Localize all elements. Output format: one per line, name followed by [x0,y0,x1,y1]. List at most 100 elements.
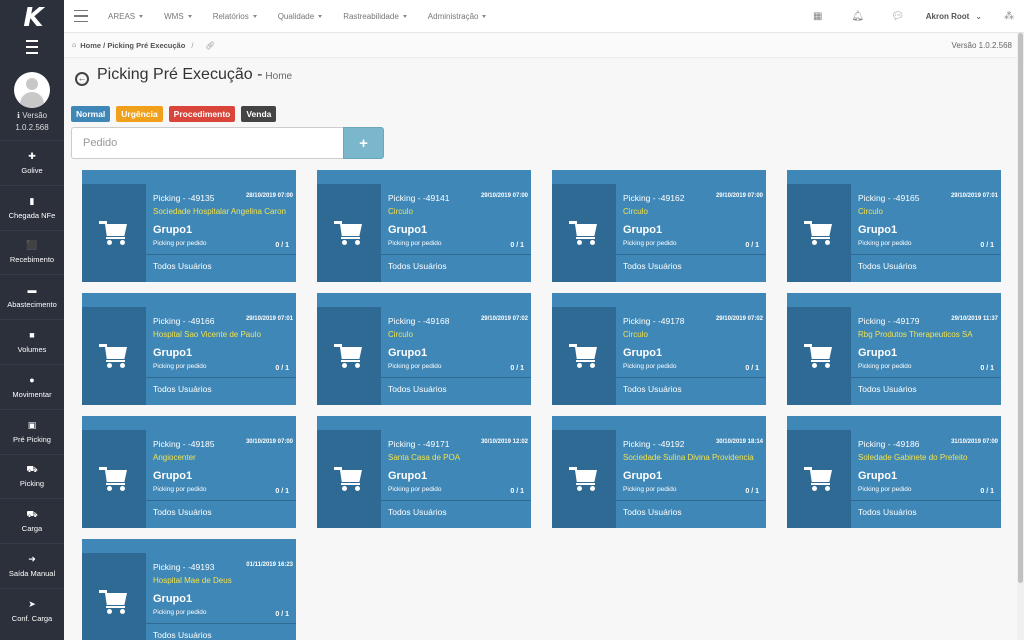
top-nav-item[interactable]: Qualidade [278,12,323,21]
card-top-strip [82,416,296,430]
card-group: Grupo1 [623,470,663,482]
top-nav-label: WMS [164,11,184,21]
sidebar-item[interactable]: ➤ Conf. Carga [0,587,64,633]
card-top-strip [787,293,1001,307]
card-icon-box [552,184,616,282]
card-date: 30/10/2019 18:14 [715,439,763,445]
sidebar-item-label: Chegada NFe [8,210,56,220]
scrollbar-thumb[interactable] [1018,33,1023,583]
card-top-strip [317,416,531,430]
chat-icon[interactable]: 💬︎ [891,11,905,22]
caret-down-icon [139,14,144,18]
order-search-input[interactable] [71,127,343,159]
sidebar-item[interactable]: ▣ Pré Picking [0,408,64,454]
sidebar-item[interactable]: ⛟ Picking [0,453,64,499]
top-nav-item[interactable]: Administração [428,12,487,21]
picking-card[interactable]: Picking - -49179 29/10/2019 11:37 Rbg Prod… [787,293,1001,405]
top-nav-item[interactable]: Relatórios [213,12,257,21]
picking-card[interactable]: Picking - -49193 01/11/2019 16:23 Hospital… [82,539,296,640]
sidebar-item[interactable]: ▮ Chegada NFe [0,184,64,230]
back-arrow-icon[interactable]: ← [75,71,89,86]
sidebar-item[interactable]: ⬛ Recebimento [0,229,64,275]
card-date: 31/10/2019 07:00 [950,439,998,445]
card-date: 28/10/2019 07:00 [245,193,293,199]
link-icon[interactable]: 🔗︎ [205,40,215,50]
card-users: Todos Usuários [153,261,212,271]
sidebar-item-label: Saída Manual [8,569,56,579]
sidebar-item[interactable]: ✚ Golive [0,140,64,185]
sidebar-item[interactable]: ■ Volumes [0,319,64,364]
menu-item-icon: ▣ [27,419,37,430]
shopping-cart-icon [99,343,129,369]
card-top-strip [552,293,766,307]
picking-card[interactable]: Picking - -49178 29/10/2019 07:02 Circulo G… [552,293,766,405]
card-icon-box [552,430,616,528]
qrcode-icon[interactable]: ▦ [813,11,823,22]
menu-item-icon: ⬛ [26,240,38,251]
card-divider [381,377,531,378]
caret-down-icon [402,14,407,18]
card-client: Hospital Sao Vicente de Paulo [153,330,261,339]
card-top-strip [317,170,531,184]
card-title: Picking - -49178 [623,316,685,326]
sidebar-item[interactable]: ▬ Abastecimento [0,274,64,319]
card-users: Todos Usuários [623,261,682,271]
card-icon-box [317,184,381,282]
picking-card[interactable]: Picking - -49192 30/10/2019 18:14 Sociedad… [552,416,766,528]
bell-icon[interactable]: 🔔︎ [851,11,865,22]
card-date: 30/10/2019 12:02 [480,439,528,445]
sidebar-item[interactable]: ⛟ Carga [0,498,64,543]
user-menu[interactable]: Akron Root ⌄ [926,12,982,21]
shopping-cart-icon [334,220,364,246]
card-body: Picking - -49141 29/10/2019 07:00 Circulo G… [381,184,531,282]
card-title: Picking - -49141 [388,193,450,203]
sidebar-item[interactable]: ● Movimentar [0,363,64,409]
card-type: Picking por pedido [858,363,912,370]
card-group: Grupo1 [623,347,663,359]
top-menu-toggle[interactable] [64,8,98,25]
menu-item-icon: ▮ [29,195,35,206]
top-nav-item[interactable]: AREAS [108,12,144,21]
card-title: Picking - -49186 [858,439,920,449]
sitemap-icon[interactable]: ⁂ [1004,11,1014,22]
add-order-button[interactable]: + [343,127,384,159]
top-nav-item[interactable]: Rastreabilidade [343,12,407,21]
breadcrumb-home[interactable]: Home [80,40,102,50]
breadcrumb-bar: ⌂ Home / Picking Pré Execução / 🔗︎ Versã… [64,33,1024,58]
card-body: Picking - -49193 01/11/2019 16:23 Hospital… [146,553,296,640]
card-users: Todos Usuários [153,630,212,640]
card-type: Picking por pedido [623,486,677,493]
card-group: Grupo1 [153,224,193,236]
sidebar-menu-toggle[interactable] [0,35,64,59]
app-logo[interactable]: K [0,0,64,35]
picking-card[interactable]: Picking - -49141 29/10/2019 07:00 Circulo G… [317,170,531,282]
card-group: Grupo1 [388,224,428,236]
picking-card[interactable]: Picking - -49162 29/10/2019 07:00 Circulo G… [552,170,766,282]
top-nav-menu: AREAS WMS Relatórios Qualidade Rastreabilida… [108,12,507,21]
picking-card[interactable]: Picking - -49186 31/10/2019 07:00 Soledade… [787,416,1001,528]
card-body: Picking - -49162 29/10/2019 07:00 Circulo G… [616,184,766,282]
card-type: Picking por pedido [388,363,442,370]
picking-card[interactable]: Picking - -49135 28/10/2019 07:00 Sociedad… [82,170,296,282]
card-client: Circulo [388,330,413,339]
sidebar-item-label: Movimentar [12,389,52,399]
card-icon-box [82,430,146,528]
shopping-cart-icon [804,220,834,246]
card-users: Todos Usuários [388,261,447,271]
card-divider [851,500,1001,501]
picking-card[interactable]: Picking - -49185 30/10/2019 07:00 Angiocen… [82,416,296,528]
avatar[interactable] [14,72,50,108]
card-divider [146,500,296,501]
card-count: 0 / 1 [745,242,759,249]
picking-card[interactable]: Picking - -49168 29/10/2019 07:02 Circulo G… [317,293,531,405]
top-nav-item[interactable]: WMS [164,12,192,21]
picking-card[interactable]: Picking - -49165 29/10/2019 07:01 Circulo G… [787,170,1001,282]
user-name: Akron Root [925,12,970,21]
card-users: Todos Usuários [858,384,917,394]
breadcrumb-separator-end: / [191,40,194,50]
card-count: 0 / 1 [510,242,524,249]
page-scrollbar[interactable] [1017,33,1024,640]
picking-card[interactable]: Picking - -49166 29/10/2019 07:01 Hospital… [82,293,296,405]
picking-card[interactable]: Picking - -49171 30/10/2019 12:02 Santa Ca… [317,416,531,528]
sidebar-item[interactable]: ➜ Saída Manual [0,543,64,588]
